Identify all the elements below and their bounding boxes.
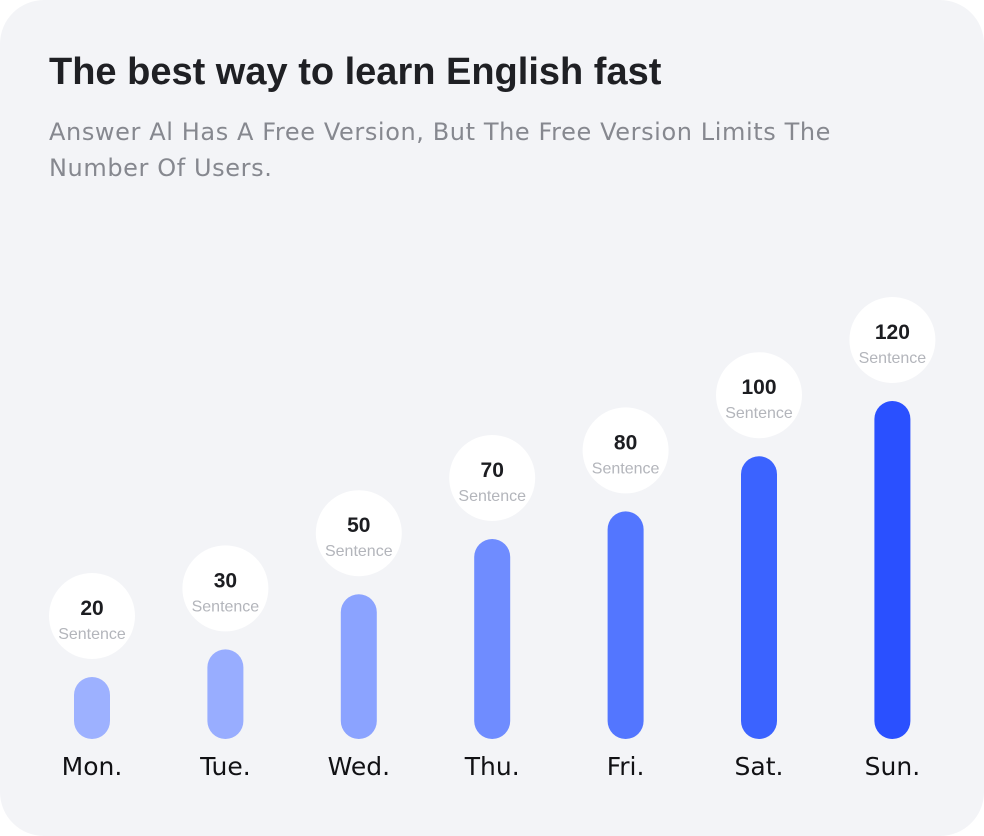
x-tick-label: Tue. — [199, 752, 251, 781]
bar-group: 20 Sentence Mon. — [49, 573, 135, 781]
data-unit-label: Sentence — [592, 460, 660, 477]
bar — [74, 677, 110, 739]
value-bubble — [182, 545, 269, 632]
data-label: 70 — [481, 459, 504, 482]
bar-group: 80 Sentence Fri. — [582, 407, 669, 781]
value-bubble — [716, 352, 802, 439]
data-unit-label: Sentence — [58, 626, 126, 643]
data-unit-label: Sentence — [725, 405, 793, 422]
value-bubble — [582, 407, 669, 494]
data-label: 100 — [741, 376, 776, 399]
chart-title: The best way to learn English fast — [49, 51, 662, 93]
bar-group: 30 Sentence Tue. — [182, 545, 269, 781]
x-tick-label: Wed. — [328, 752, 390, 781]
data-unit-label: Sentence — [325, 543, 393, 560]
data-unit-label: Sentence — [859, 350, 927, 367]
bar — [340, 594, 377, 739]
x-tick-label: Sun. — [865, 752, 921, 781]
value-bubble — [849, 297, 936, 383]
chart-subtitle: Answer Al Has A Free Version, But The Fr… — [49, 118, 832, 182]
bar — [207, 649, 244, 739]
data-unit-label: Sentence — [192, 598, 260, 615]
data-label: 30 — [214, 569, 237, 592]
data-unit-label: Sentence — [458, 488, 526, 505]
data-label: 50 — [347, 514, 370, 537]
bar — [474, 539, 511, 739]
bar — [741, 456, 777, 739]
x-tick-label: Sat. — [735, 752, 784, 781]
x-tick-label: Mon. — [62, 752, 123, 781]
data-label: 20 — [80, 597, 103, 620]
x-tick-label: Fri. — [607, 752, 645, 781]
bar-group: 100 Sentence Sat. — [716, 352, 802, 781]
bar — [607, 511, 644, 739]
bar-group: 70 Sentence Thu. — [449, 435, 536, 781]
value-bubble — [449, 435, 536, 521]
value-bubble — [49, 573, 135, 659]
data-label: 120 — [875, 321, 910, 344]
bar-group: 50 Sentence Wed. — [315, 490, 402, 781]
value-bubble — [315, 490, 402, 577]
bar — [874, 401, 911, 739]
x-tick-label: Thu. — [464, 752, 520, 781]
bar-group: 120 Sentence Sun. — [849, 297, 936, 781]
data-label: 80 — [614, 431, 637, 454]
